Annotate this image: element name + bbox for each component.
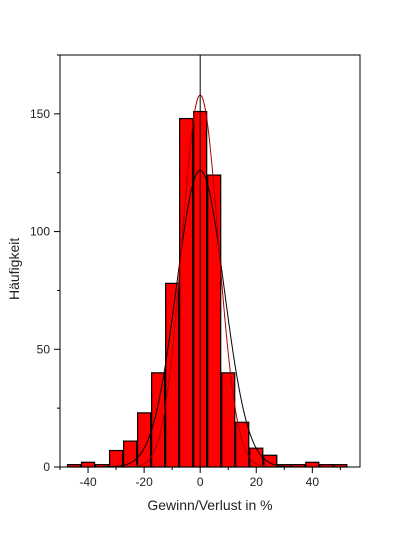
bar-7: [165, 282, 180, 468]
x-tick-label: -20: [135, 475, 153, 489]
bar-17: [305, 461, 320, 468]
y-tick-label: 150: [30, 107, 50, 121]
bar-5: [137, 412, 152, 468]
bar-3: [108, 449, 124, 468]
bars-group: [66, 110, 348, 468]
x-axis-title: Gewinn/Verlust in %: [147, 497, 273, 513]
x-ticks: -40 -20 0 20 40: [59, 467, 341, 489]
bar-1: [80, 461, 96, 468]
y-tick-label: 50: [37, 342, 51, 356]
x-tick-label: 20: [250, 475, 264, 489]
x-tick-label: -40: [79, 475, 97, 489]
bar-12: [235, 421, 250, 468]
y-tick-label: 100: [30, 225, 50, 239]
plot-frame: [59, 54, 361, 468]
y-tick-label: 0: [43, 460, 50, 474]
y-axis-title: Häufigkeit: [6, 237, 22, 300]
axes-group: [59, 54, 361, 468]
x-tick-label: 0: [197, 475, 204, 489]
bar-11: [221, 372, 236, 468]
x-tick-label: 40: [306, 475, 320, 489]
bar-8: [179, 117, 194, 468]
y-ticks: 0 50 100 150: [30, 54, 60, 474]
